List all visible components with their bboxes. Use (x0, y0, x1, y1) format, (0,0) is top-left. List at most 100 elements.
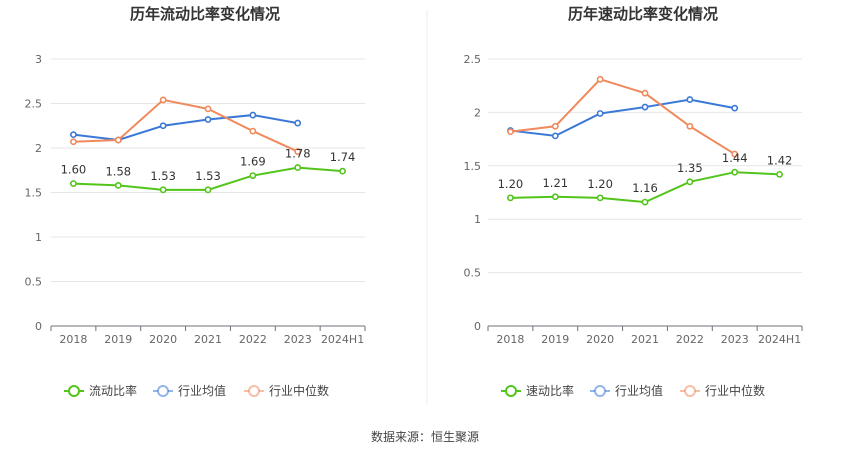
y-tick-label: 1 (35, 231, 42, 244)
y-tick-label: 1.5 (25, 187, 43, 200)
data-label: 1.53 (195, 169, 221, 183)
data-point (686, 96, 694, 103)
data-point (294, 119, 302, 127)
data-point (686, 122, 694, 130)
data-point (596, 110, 604, 117)
y-tick-label: 2 (474, 106, 481, 119)
data-point (551, 193, 559, 201)
y-tick-label: 0.5 (25, 276, 43, 289)
data-label: 1.78 (285, 147, 311, 161)
data-point (114, 136, 122, 144)
data-point (551, 122, 559, 130)
legend-marker (505, 385, 517, 397)
data-point (204, 186, 212, 194)
data-point (596, 194, 604, 202)
x-tick-label: 2020 (149, 333, 177, 346)
legend-item-1[interactable]: 行业均值 (153, 383, 226, 398)
x-tick-label: 2019 (104, 333, 132, 346)
data-point (114, 181, 122, 189)
x-tick-label: 2019 (541, 333, 569, 346)
data-label: 1.16 (632, 181, 658, 195)
legend-marker (684, 385, 696, 397)
data-point (159, 186, 167, 194)
series-line-1 (73, 114, 298, 142)
legend-item-0[interactable]: 流动比率 (64, 383, 137, 398)
data-label: 1.58 (105, 164, 131, 178)
chart-panel-1: 历年流动比率变化情况 0 0.5 1 1.5 2 2.5 3 2018 2019 2020 2021 2… (25, 5, 366, 398)
data-point (641, 198, 649, 206)
data-point (204, 105, 212, 113)
y-tick-label: 0 (35, 320, 42, 333)
data-label: 1.20 (498, 177, 524, 191)
x-tick-label: 2020 (586, 333, 614, 346)
y-tick-label: 1.5 (464, 160, 482, 173)
y-tick-label: 3 (35, 53, 42, 66)
x-tick-label: 2022 (239, 333, 267, 346)
data-point (596, 75, 604, 83)
data-point (507, 194, 514, 202)
y-tick-label: 2.5 (464, 53, 482, 66)
data-label: 1.42 (767, 153, 793, 167)
data-point (249, 172, 257, 179)
chart-panel-2: 历年速动比率变化情况 0 0.5 1 1.5 2 2.5 2018 2019 2020 2021 20… (464, 5, 803, 398)
data-point (776, 170, 783, 178)
data-point (70, 180, 77, 187)
data-point (686, 178, 694, 186)
x-tick-label: 2024H1 (321, 333, 364, 346)
data-point (731, 104, 739, 112)
data-label: 1.60 (61, 163, 87, 177)
data-point (204, 116, 212, 123)
data-point (70, 131, 77, 139)
data-source-note: 数据来源：恒生聚源 (370, 430, 479, 444)
series-line-1 (510, 98, 735, 137)
data-point (159, 122, 167, 130)
data-point (339, 167, 346, 175)
chart-title: 历年流动比率变化情况 (130, 5, 280, 23)
legend-label: 行业中位数 (269, 383, 329, 398)
legend-marker (594, 385, 606, 397)
legend-item-0[interactable]: 速动比率 (501, 383, 574, 398)
data-point (294, 148, 302, 155)
y-tick-label: 2.5 (25, 98, 43, 111)
x-tick-label: 2018 (496, 333, 524, 346)
legend-marker (157, 385, 169, 397)
data-label: 1.21 (542, 176, 568, 190)
series-line-2 (73, 98, 299, 153)
y-tick-label: 2 (35, 142, 42, 155)
data-point (731, 150, 739, 158)
chart-title: 历年速动比率变化情况 (568, 5, 718, 23)
legend-item-2[interactable]: 行业中位数 (244, 383, 329, 398)
data-label: 1.69 (240, 155, 266, 169)
data-point (551, 132, 559, 140)
x-tick-label: 2023 (284, 333, 312, 346)
y-tick-label: 0 (474, 320, 481, 333)
x-tick-label: 2024H1 (758, 333, 801, 346)
x-tick-label: 2021 (631, 333, 659, 346)
data-label: 1.20 (587, 177, 613, 191)
data-label: 1.44 (722, 151, 748, 165)
legend-item-2[interactable]: 行业中位数 (680, 383, 765, 398)
data-point (159, 96, 167, 104)
y-tick-label: 0.5 (464, 267, 482, 280)
data-point (249, 127, 257, 135)
legend-label: 行业中位数 (705, 383, 765, 398)
data-label: 1.74 (330, 150, 356, 164)
data-point (249, 111, 257, 119)
legend-label: 行业均值 (178, 383, 226, 398)
data-point (641, 89, 649, 97)
data-point (70, 138, 77, 146)
data-point (731, 168, 739, 176)
data-point (294, 164, 302, 171)
data-label: 1.53 (150, 169, 176, 183)
data-label: 1.35 (677, 161, 703, 175)
legend-label: 行业均值 (615, 383, 663, 398)
data-point (641, 103, 649, 111)
x-tick-label: 2022 (676, 333, 704, 346)
legend-item-1[interactable]: 行业均值 (590, 383, 663, 398)
x-tick-label: 2018 (59, 333, 87, 346)
legend-label: 速动比率 (526, 383, 574, 398)
y-tick-label: 1 (474, 213, 481, 226)
legend-marker (68, 385, 80, 397)
series-line-2 (510, 78, 736, 155)
